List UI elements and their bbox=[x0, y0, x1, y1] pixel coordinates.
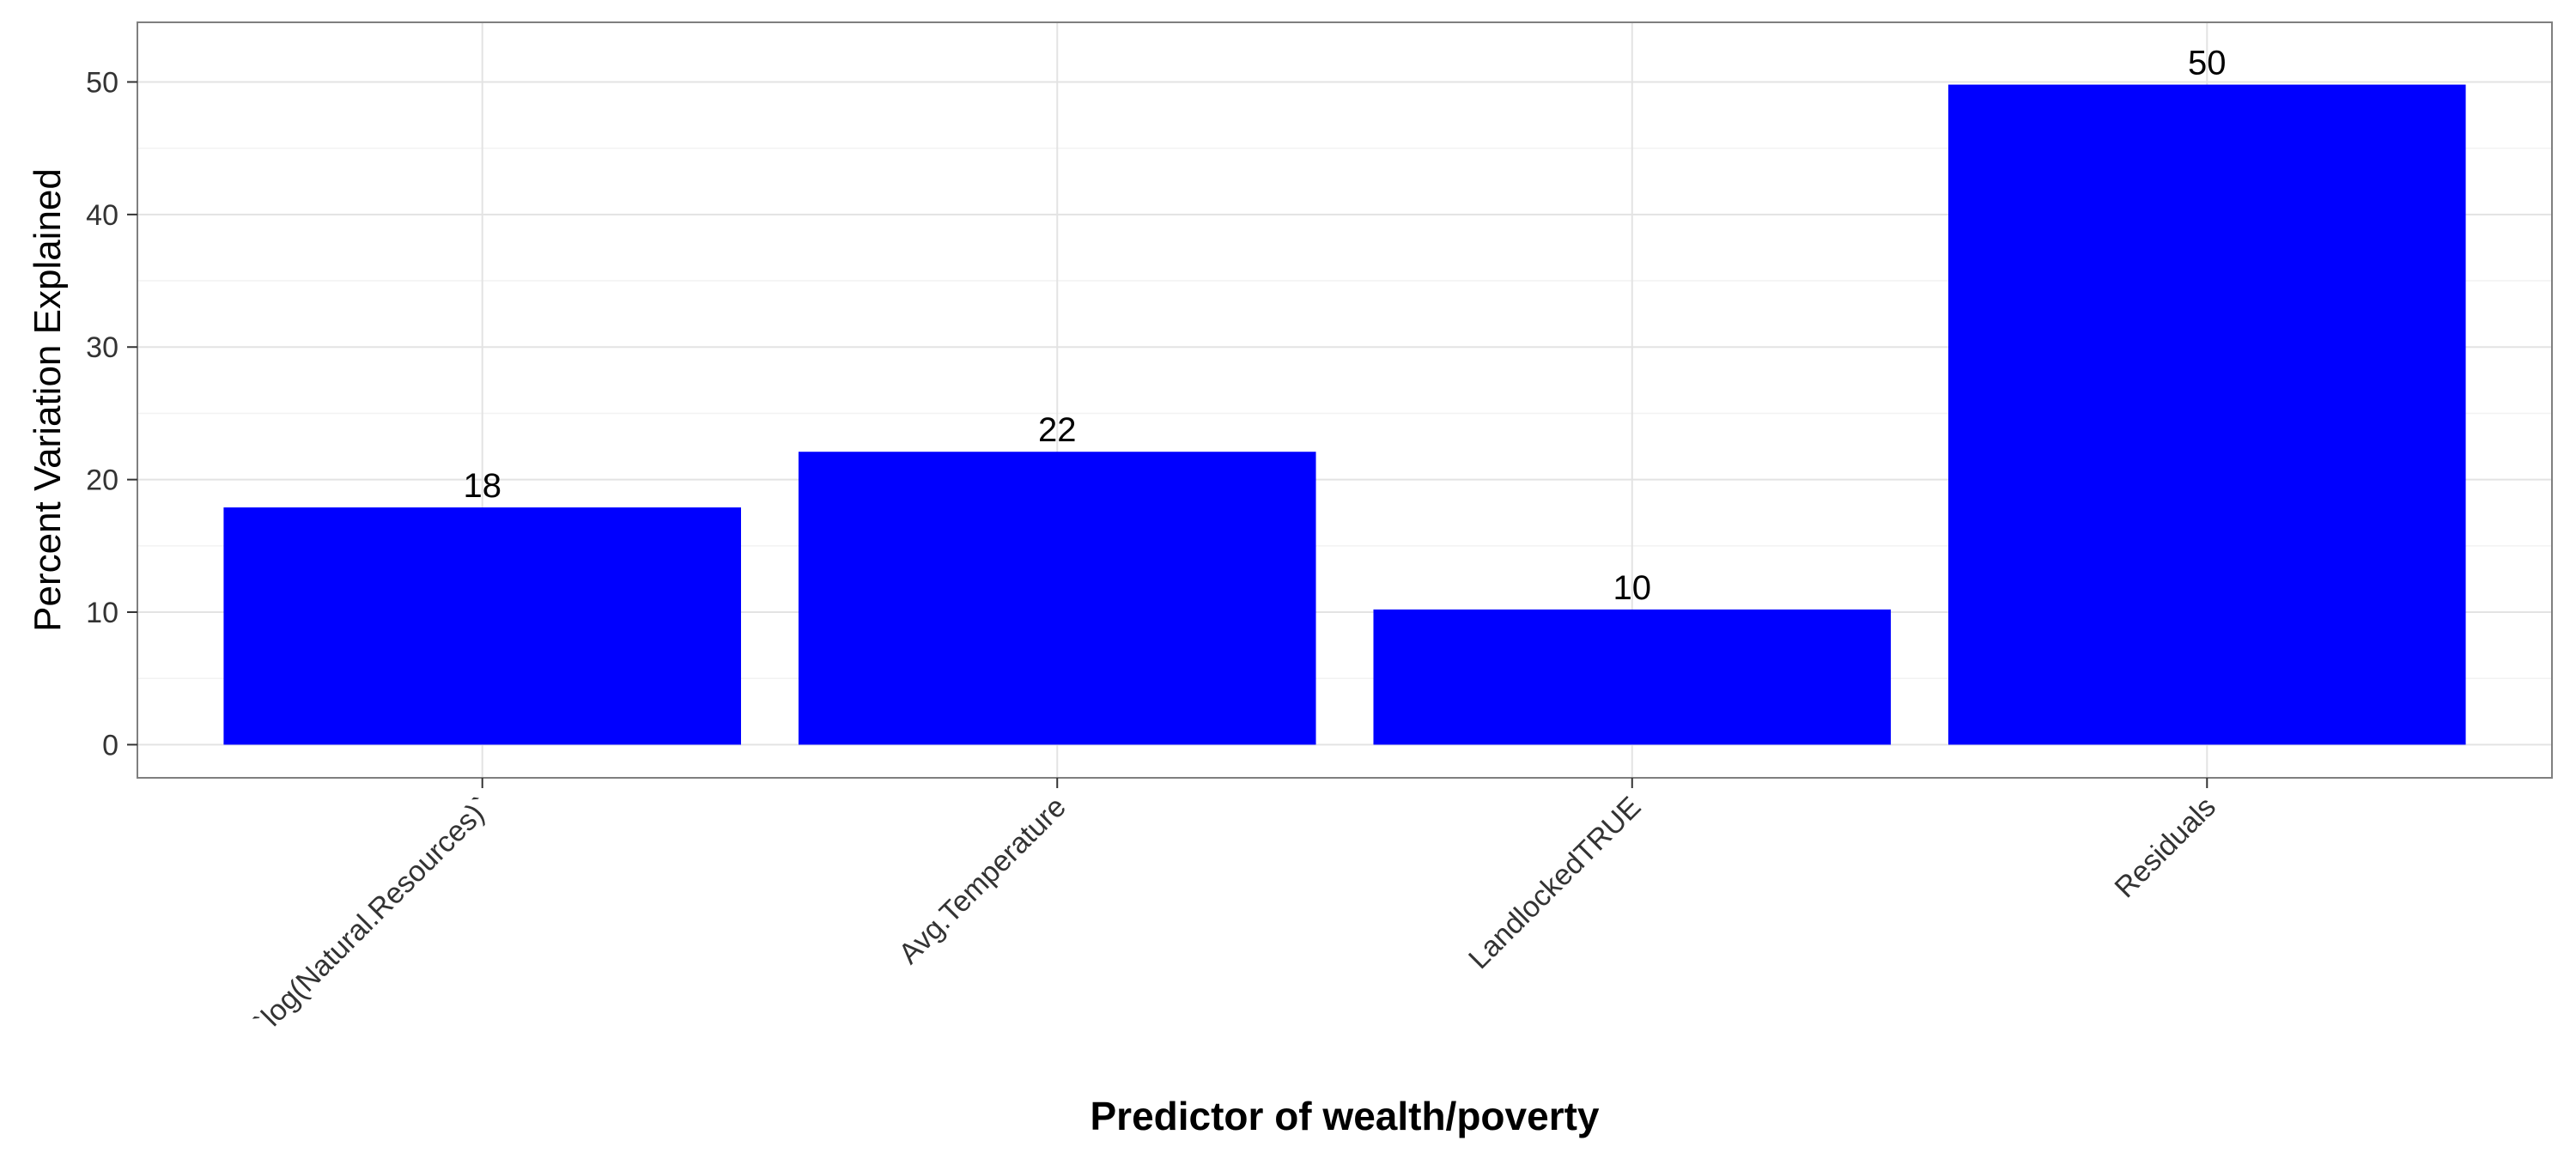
bar-value-label: 18 bbox=[463, 467, 501, 505]
bar bbox=[1373, 609, 1892, 745]
y-tick-label: 30 bbox=[86, 331, 118, 364]
y-tick-label: 20 bbox=[86, 464, 118, 497]
bar bbox=[223, 507, 741, 745]
bar bbox=[798, 452, 1316, 745]
bar-value-label: 50 bbox=[2188, 45, 2227, 82]
y-tick-label: 40 bbox=[86, 199, 118, 232]
bars: 18 22 10 50 bbox=[223, 45, 2466, 745]
bar bbox=[1948, 84, 2466, 745]
y-axis-title: Percent Variation Explained bbox=[27, 168, 69, 632]
x-axis-title: Predictor of wealth/poverty bbox=[1090, 1094, 1599, 1138]
bar-value-label: 10 bbox=[1613, 569, 1652, 607]
panel-border bbox=[137, 21, 2553, 779]
y-tick-label: 50 bbox=[86, 66, 118, 99]
y-tick-label: 10 bbox=[86, 597, 118, 629]
y-tick-label: 0 bbox=[102, 729, 118, 762]
bar-value-label: 22 bbox=[1038, 411, 1077, 449]
